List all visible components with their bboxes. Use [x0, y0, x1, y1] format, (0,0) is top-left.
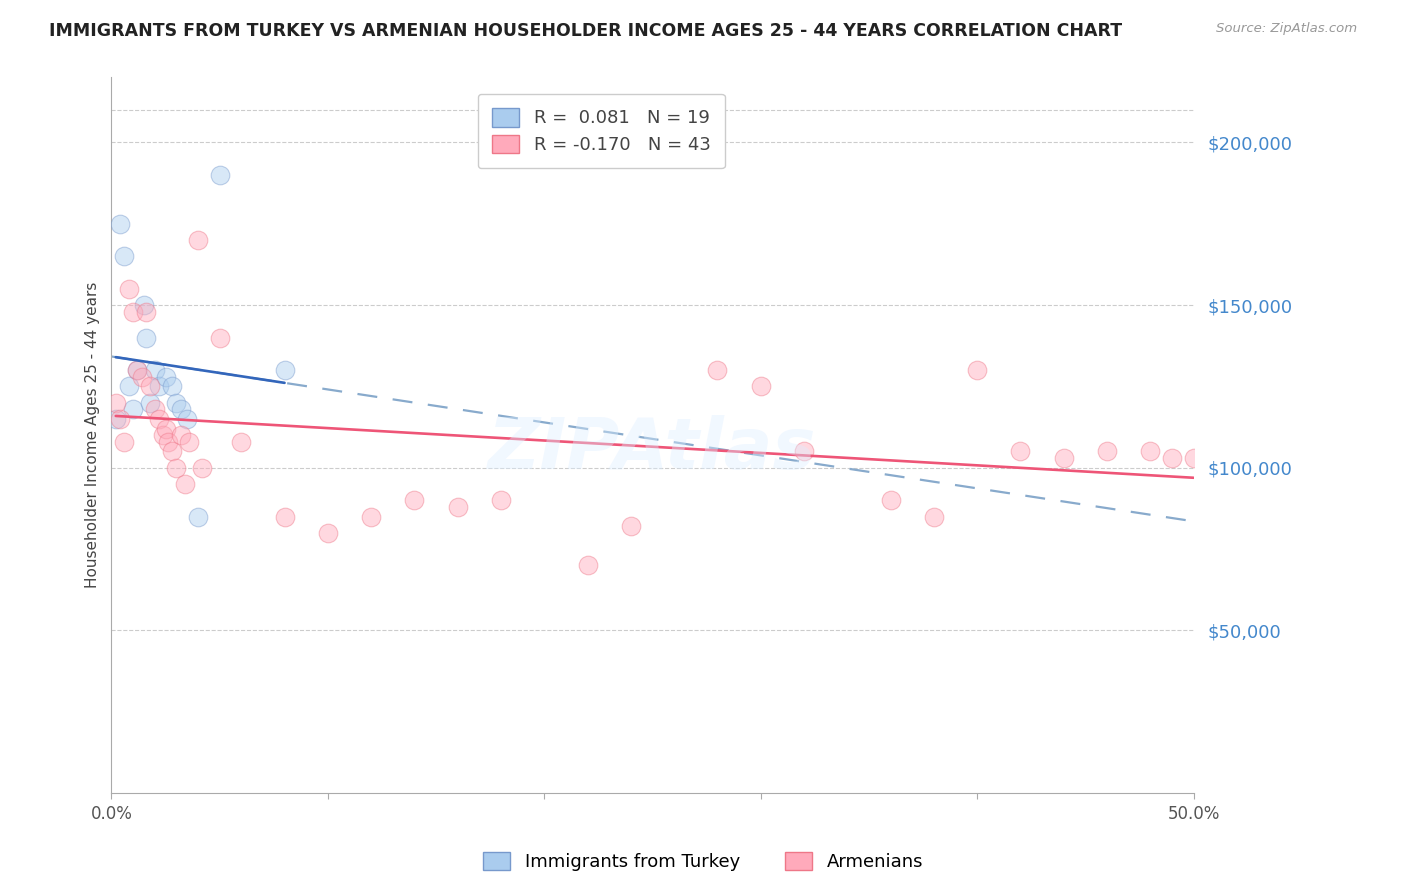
Point	[187, 233, 209, 247]
Point	[966, 363, 988, 377]
Point	[169, 402, 191, 417]
Point	[104, 412, 127, 426]
Point	[104, 395, 127, 409]
Point	[139, 379, 162, 393]
Point	[165, 460, 187, 475]
Point	[108, 412, 131, 426]
Point	[160, 444, 183, 458]
Point	[176, 412, 198, 426]
Point	[148, 379, 170, 393]
Point	[706, 363, 728, 377]
Legend: Immigrants from Turkey, Armenians: Immigrants from Turkey, Armenians	[475, 845, 931, 879]
Point	[273, 363, 295, 377]
Point	[108, 217, 131, 231]
Point	[127, 363, 149, 377]
Point	[135, 304, 157, 318]
Point	[404, 493, 426, 508]
Point	[143, 363, 166, 377]
Point	[447, 500, 470, 514]
Point	[749, 379, 772, 393]
Point	[155, 369, 177, 384]
Point	[169, 428, 191, 442]
Point	[187, 509, 209, 524]
Text: IMMIGRANTS FROM TURKEY VS ARMENIAN HOUSEHOLDER INCOME AGES 25 - 44 YEARS CORRELA: IMMIGRANTS FROM TURKEY VS ARMENIAN HOUSE…	[49, 22, 1122, 40]
Text: ZIPAtlas: ZIPAtlas	[488, 415, 817, 484]
Point	[179, 434, 201, 449]
Point	[122, 402, 145, 417]
Point	[165, 395, 187, 409]
Point	[143, 402, 166, 417]
Point	[132, 298, 155, 312]
Point	[620, 519, 643, 533]
Point	[208, 331, 231, 345]
Point	[1010, 444, 1032, 458]
Point	[191, 460, 214, 475]
Point	[273, 509, 295, 524]
Legend: R =  0.081   N = 19, R = -0.170   N = 43: R = 0.081 N = 19, R = -0.170 N = 43	[478, 94, 725, 169]
Point	[793, 444, 815, 458]
Point	[1161, 450, 1184, 465]
Point	[208, 168, 231, 182]
Point	[160, 379, 183, 393]
Point	[1053, 450, 1076, 465]
Point	[1095, 444, 1118, 458]
Point	[489, 493, 512, 508]
Text: Source: ZipAtlas.com: Source: ZipAtlas.com	[1216, 22, 1357, 36]
Point	[1182, 450, 1205, 465]
Point	[231, 434, 253, 449]
Point	[148, 412, 170, 426]
Point	[122, 304, 145, 318]
Point	[135, 331, 157, 345]
Y-axis label: Householder Income Ages 25 - 44 years: Householder Income Ages 25 - 44 years	[86, 282, 100, 589]
Point	[139, 395, 162, 409]
Point	[156, 434, 179, 449]
Point	[118, 282, 141, 296]
Point	[1139, 444, 1161, 458]
Point	[174, 477, 197, 491]
Point	[922, 509, 945, 524]
Point	[576, 558, 599, 573]
Point	[112, 434, 135, 449]
Point	[112, 249, 135, 263]
Point	[131, 369, 153, 384]
Point	[127, 363, 149, 377]
Point	[118, 379, 141, 393]
Point	[360, 509, 382, 524]
Point	[879, 493, 901, 508]
Point	[152, 428, 174, 442]
Point	[316, 525, 339, 540]
Point	[155, 422, 177, 436]
